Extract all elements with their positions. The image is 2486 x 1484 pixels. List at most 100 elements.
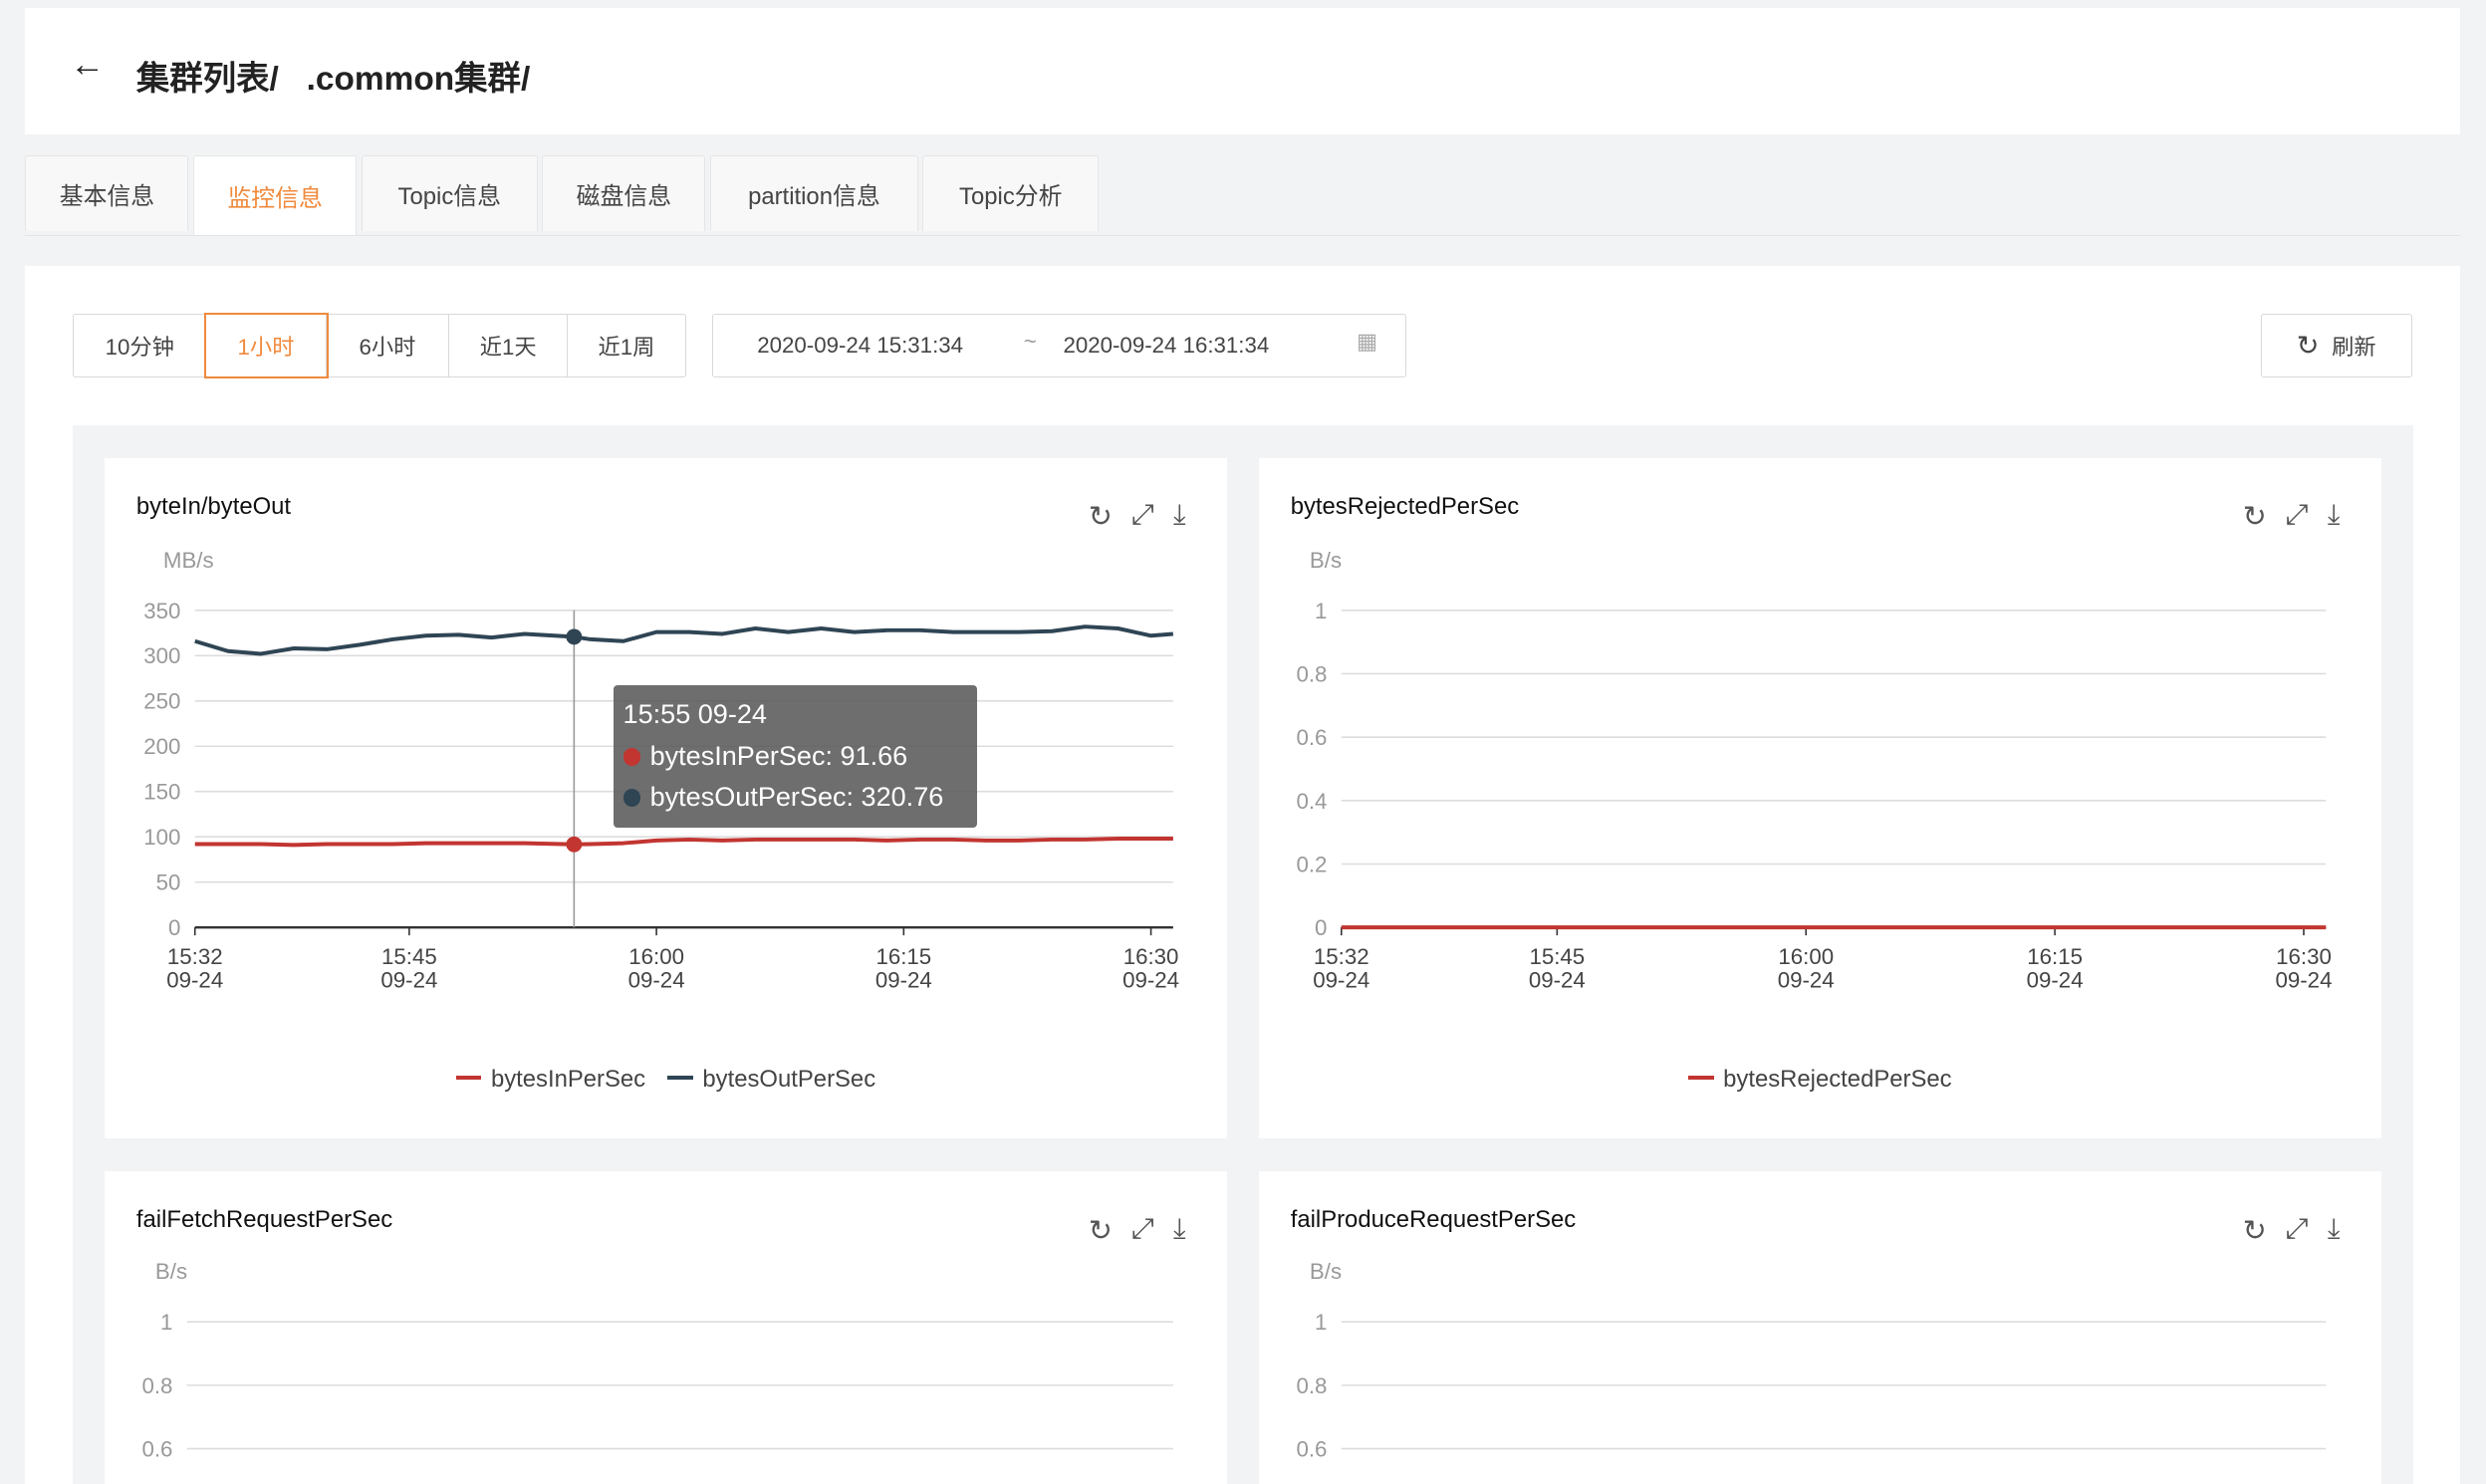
- chart-plot: B/s 0.6 0.8 1: [1296, 1260, 2327, 1462]
- range-1week[interactable]: 近1周: [598, 335, 655, 361]
- range-1hour[interactable]: 1小时: [204, 313, 329, 379]
- range-10min[interactable]: 10分钟: [74, 315, 207, 377]
- tab-topic-analysis[interactable]: Topic分析: [922, 154, 1100, 232]
- download-icon[interactable]: ⤓: [2327, 1212, 2341, 1245]
- y-tick-label: 100: [143, 825, 180, 850]
- refresh-icon[interactable]: ↻: [1088, 501, 1113, 534]
- legend-item-bytesrejected[interactable]: bytesRejectedPerSec: [1688, 1066, 1952, 1094]
- tooltip-title: 15:55 09-24: [622, 699, 767, 730]
- breadcrumb: 集群列表/ .common集群/: [135, 60, 531, 98]
- x-tick-label: 16:30: [2276, 944, 2332, 969]
- download-icon[interactable]: ⤓: [1172, 1212, 1186, 1245]
- tooltip-row-out: bytesOutPerSec: 320.76: [649, 781, 944, 812]
- chart-card-fail-produce: B/s 0.6 0.8 1 failProduceRequestPerSec ↻ ⤢ ⤓: [1258, 1171, 2381, 1484]
- fullscreen-icon[interactable]: ⤢: [2285, 499, 2309, 532]
- chart-tooltip: 15:55 09-24 bytesInPerSec: 91.66 bytesOu…: [614, 684, 977, 828]
- x-tick-date: 09-24: [875, 968, 932, 993]
- series-dot-out: [622, 789, 641, 807]
- refresh-icon[interactable]: ↻: [2242, 501, 2267, 534]
- y-tick-label: 150: [143, 780, 180, 805]
- x-tick-date: 09-24: [1122, 968, 1179, 993]
- arrow-left-icon[interactable]: ←: [70, 44, 106, 84]
- chart-plot: B/s 0.6 0.8 1: [142, 1260, 1173, 1462]
- series-line-bytesInPerSec: [194, 837, 1173, 848]
- chart-card-fail-fetch: B/s 0.6 0.8 1 failFetchRequestPerSec ↻ ⤢ ⤓: [105, 1171, 1228, 1484]
- refresh-button[interactable]: ↻ 刷新: [2260, 314, 2412, 378]
- end-date[interactable]: 2020-09-24 16:31:34: [1063, 332, 1270, 358]
- download-icon[interactable]: ⤓: [2327, 499, 2341, 532]
- date-range-picker[interactable]: 2020-09-24 15:31:34 ~ 2020-09-24 16:31:3…: [711, 314, 1407, 378]
- y-axis-unit: B/s: [155, 1260, 187, 1285]
- fullscreen-icon[interactable]: ⤢: [1130, 499, 1154, 532]
- chart-legend: bytesInPerSec bytesOutPerSec: [105, 1066, 1227, 1094]
- x-tick-label: 15:45: [1529, 944, 1585, 969]
- y-axis-unit: B/s: [1310, 548, 1342, 573]
- y-tick-label: 50: [156, 870, 181, 895]
- x-tick-date: 09-24: [2275, 968, 2332, 993]
- y-tick-label: 0.8: [1296, 1373, 1327, 1398]
- x-tick-label: 15:32: [1314, 944, 1369, 969]
- chart-title: failFetchRequestPerSec: [135, 1206, 393, 1234]
- y-tick-label: 0.6: [142, 1437, 173, 1462]
- chart-title: bytesRejectedPerSec: [1290, 493, 1520, 521]
- y-tick-label: 0.4: [1296, 789, 1327, 814]
- tab-monitoring[interactable]: 监控信息: [193, 154, 358, 235]
- download-icon[interactable]: ⤓: [1172, 499, 1186, 532]
- refresh-icon[interactable]: ↻: [1088, 1214, 1113, 1247]
- x-tick-label: 16:15: [876, 944, 932, 969]
- hover-point-bytesOutPerSec: [566, 628, 583, 645]
- x-tick-label: 15:45: [381, 944, 437, 969]
- range-6hours[interactable]: 6小时: [327, 315, 450, 377]
- y-tick-label: 0.8: [1296, 661, 1327, 686]
- tooltip-row-in: bytesInPerSec: 91.66: [649, 740, 908, 771]
- refresh-icon[interactable]: ↻: [2242, 1214, 2267, 1247]
- fullscreen-icon[interactable]: ⤢: [2285, 1212, 2309, 1245]
- x-tick-label: 16:00: [628, 944, 684, 969]
- tab-bar: 基本信息 监控信息 Topic信息 磁盘信息 partition信息 Topic…: [25, 154, 2461, 236]
- legend-item-bytesin[interactable]: bytesInPerSec: [455, 1066, 645, 1094]
- range-separator: ~: [1023, 329, 1037, 355]
- y-tick-label: 300: [143, 643, 180, 668]
- tab-topic-info[interactable]: Topic信息: [361, 154, 538, 232]
- y-tick-label: 0: [1315, 915, 1327, 940]
- refresh-icon: ↻: [2296, 330, 2320, 361]
- y-tick-label: 0.6: [1296, 1437, 1327, 1462]
- x-tick-label: 16:30: [1123, 944, 1179, 969]
- y-tick-label: 250: [143, 689, 180, 714]
- y-tick-label: 350: [143, 599, 180, 623]
- chart-title: failProduceRequestPerSec: [1290, 1206, 1577, 1234]
- tab-disk-info[interactable]: 磁盘信息: [542, 154, 706, 232]
- tab-basic-info[interactable]: 基本信息: [25, 154, 189, 232]
- x-tick-label: 16:00: [1778, 944, 1834, 969]
- y-axis-unit: B/s: [1310, 1260, 1342, 1285]
- y-tick-label: 0: [168, 915, 180, 940]
- tab-partition-info[interactable]: partition信息: [710, 154, 918, 232]
- series-line-bytesOutPerSec: [194, 624, 1174, 656]
- chart-plot: B/s00.20.40.60.8115:3209-2415:4509-2416:…: [1296, 548, 2332, 993]
- x-tick-date: 09-24: [1529, 968, 1586, 993]
- x-tick-date: 09-24: [1313, 968, 1369, 993]
- x-tick-date: 09-24: [166, 968, 223, 993]
- x-tick-label: 15:32: [167, 944, 223, 969]
- chart-legend: bytesRejectedPerSec: [1259, 1066, 2381, 1094]
- legend-item-bytesout[interactable]: bytesOutPerSec: [667, 1066, 875, 1094]
- start-date[interactable]: 2020-09-24 15:31:34: [757, 332, 964, 358]
- x-tick-date: 09-24: [380, 968, 437, 993]
- range-1day[interactable]: 近1天: [449, 315, 569, 377]
- y-tick-label: 1: [160, 1311, 172, 1336]
- y-tick-label: 200: [143, 734, 180, 759]
- fullscreen-icon[interactable]: ⤢: [1130, 1212, 1154, 1245]
- series-dot-in: [622, 748, 641, 766]
- x-tick-date: 09-24: [628, 968, 685, 993]
- calendar-icon: ▦: [1356, 329, 1378, 355]
- time-range-selector: 10分钟 1小时 6小时 近1天 近1周: [73, 313, 686, 379]
- y-tick-label: 0.8: [142, 1373, 173, 1398]
- x-tick-date: 09-24: [1778, 968, 1835, 993]
- x-tick-date: 09-24: [2027, 968, 2084, 993]
- y-axis-unit: MB/s: [163, 548, 214, 573]
- page-header: [25, 7, 2461, 135]
- x-tick-label: 16:15: [2027, 944, 2083, 969]
- refresh-label: 刷新: [2332, 335, 2376, 361]
- chart-title: byteIn/byteOut: [135, 493, 292, 521]
- y-tick-label: 0.6: [1296, 725, 1327, 750]
